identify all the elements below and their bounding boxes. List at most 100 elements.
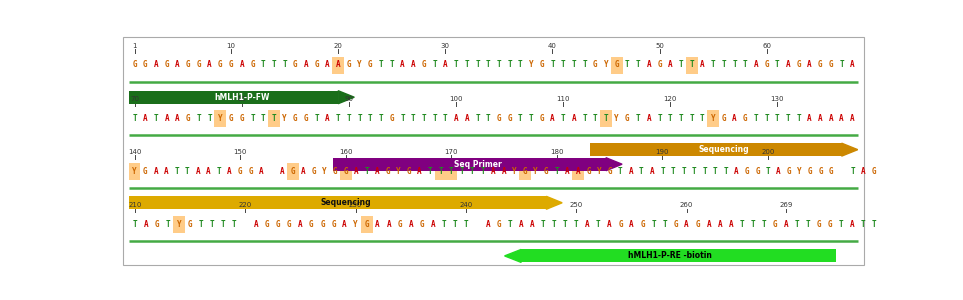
Text: 80: 80 [237, 96, 247, 102]
FancyBboxPatch shape [360, 216, 373, 233]
Text: 50: 50 [655, 43, 664, 49]
Text: T: T [217, 167, 221, 176]
Text: G: G [132, 60, 137, 69]
Text: T: T [365, 167, 369, 176]
Text: G: G [333, 167, 337, 176]
Text: G: G [229, 60, 233, 69]
Text: T: T [583, 113, 586, 122]
Text: T: T [636, 113, 640, 122]
Text: T: T [740, 220, 744, 229]
Text: Y: Y [604, 60, 609, 69]
FancyBboxPatch shape [173, 216, 185, 233]
Text: A: A [729, 220, 733, 229]
Text: T: T [449, 167, 454, 176]
Text: A: A [707, 220, 711, 229]
Text: T: T [572, 60, 576, 69]
Text: G: G [818, 60, 822, 69]
Text: T: T [442, 220, 446, 229]
Text: T: T [583, 60, 586, 69]
FancyBboxPatch shape [519, 163, 531, 180]
FancyBboxPatch shape [707, 110, 719, 127]
Text: 200: 200 [762, 149, 774, 155]
Text: T: T [389, 60, 394, 69]
Text: T: T [198, 220, 203, 229]
Text: T: T [272, 113, 276, 122]
Text: A: A [417, 167, 422, 176]
Text: T: T [660, 167, 664, 176]
Text: 40: 40 [548, 43, 557, 49]
Text: G: G [287, 220, 292, 229]
Text: G: G [240, 113, 244, 122]
Text: A: A [401, 60, 404, 69]
Text: T: T [529, 113, 534, 122]
Text: G: G [406, 167, 411, 176]
Text: A: A [259, 167, 264, 176]
Text: G: G [695, 220, 700, 229]
Text: T: T [679, 60, 684, 69]
Text: A: A [143, 113, 147, 122]
FancyBboxPatch shape [686, 57, 697, 74]
Text: A: A [303, 60, 308, 69]
Text: 30: 30 [441, 43, 450, 49]
Text: 60: 60 [762, 43, 771, 49]
Text: T: T [839, 220, 844, 229]
Text: T: T [486, 113, 490, 122]
Text: T: T [432, 60, 437, 69]
Text: T: T [796, 113, 801, 122]
Text: T: T [347, 113, 351, 122]
Text: 230: 230 [349, 202, 362, 208]
Text: A: A [443, 60, 448, 69]
Text: G: G [293, 60, 298, 69]
Text: 210: 210 [128, 202, 142, 208]
Text: T: T [132, 113, 137, 122]
Text: G: G [331, 220, 336, 229]
Text: A: A [175, 113, 180, 122]
Text: A: A [607, 220, 612, 229]
FancyBboxPatch shape [521, 249, 836, 262]
FancyBboxPatch shape [333, 158, 606, 171]
Text: Y: Y [396, 167, 401, 176]
Text: G: G [291, 167, 296, 176]
Text: 120: 120 [664, 96, 677, 102]
Text: A: A [502, 167, 507, 176]
Text: T: T [721, 60, 726, 69]
Text: A: A [454, 113, 458, 122]
Text: G: G [523, 167, 528, 176]
Text: G: G [787, 167, 792, 176]
Text: T: T [668, 113, 672, 122]
Text: T: T [743, 60, 747, 69]
Text: Y: Y [614, 113, 619, 122]
Text: 180: 180 [550, 149, 563, 155]
Text: 160: 160 [339, 149, 352, 155]
Text: G: G [186, 113, 191, 122]
Text: A: A [376, 167, 379, 176]
Text: Y: Y [711, 113, 716, 122]
Text: G: G [165, 60, 169, 69]
Text: T: T [691, 167, 696, 176]
Text: T: T [401, 113, 404, 122]
Polygon shape [606, 158, 622, 171]
Text: G: G [248, 167, 253, 176]
Text: T: T [207, 113, 212, 122]
Text: A: A [153, 167, 158, 176]
Text: A: A [165, 113, 169, 122]
Text: T: T [368, 113, 373, 122]
Text: A: A [576, 167, 581, 176]
Text: T: T [411, 113, 415, 122]
FancyBboxPatch shape [340, 163, 351, 180]
Text: A: A [629, 167, 633, 176]
Text: T: T [133, 220, 137, 229]
Text: T: T [670, 167, 675, 176]
Text: A: A [519, 220, 524, 229]
Text: A: A [354, 167, 358, 176]
Text: 1: 1 [133, 43, 137, 49]
Text: T: T [497, 60, 501, 69]
FancyBboxPatch shape [129, 91, 338, 104]
Text: G: G [497, 220, 502, 229]
Text: T: T [651, 220, 656, 229]
Text: T: T [438, 167, 443, 176]
Text: T: T [750, 220, 755, 229]
Text: A: A [646, 113, 651, 122]
Text: A: A [325, 60, 329, 69]
Text: T: T [464, 60, 469, 69]
